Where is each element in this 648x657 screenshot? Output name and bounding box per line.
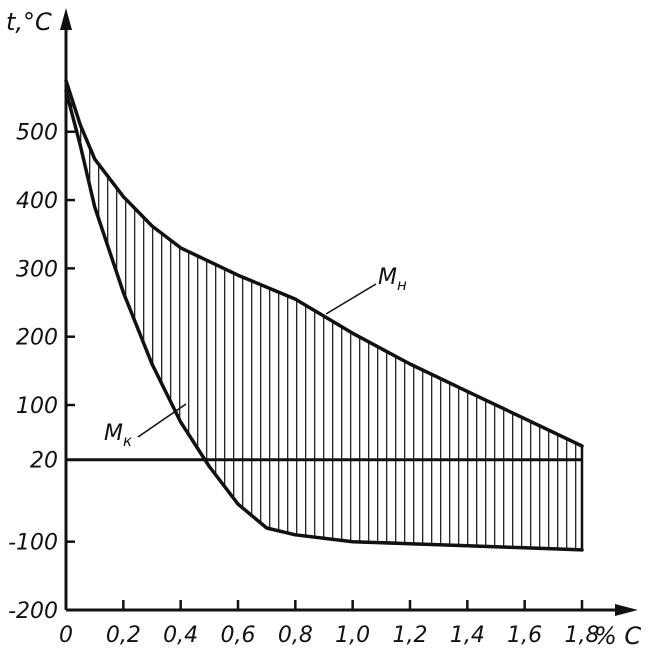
x-axis-title: % C — [594, 622, 641, 650]
mn-label: Mн — [378, 265, 407, 294]
mn-leader-line — [325, 283, 377, 315]
y-tick-label: 100 — [16, 394, 58, 419]
y-tick-label: 20 — [30, 449, 58, 474]
y-tick-label: 300 — [16, 257, 58, 282]
mk-label-sub: к — [123, 432, 132, 450]
y-tick-label: -100 — [8, 531, 58, 556]
x-tick-label: 1,4 — [450, 623, 485, 648]
mk-leader-line — [137, 403, 187, 438]
x-tick-label: 0,6 — [221, 623, 256, 648]
x-tick-label: 0 — [59, 623, 73, 648]
x-tick-label: 0,2 — [106, 623, 141, 648]
mn-label-sub: н — [397, 276, 407, 294]
mn-curve — [64, 78, 584, 448]
mk-label: Mк — [104, 421, 132, 450]
curve-labels: Mн Mк — [104, 265, 407, 450]
x-tick-label: 1,6 — [507, 623, 542, 648]
x-tick-label: 1,2 — [393, 623, 428, 648]
y-axis-arrow — [60, 8, 72, 30]
series-curves — [64, 78, 584, 552]
axes — [60, 8, 638, 616]
x-tick-label: 0,8 — [278, 623, 313, 648]
mk-label-main: M — [104, 421, 123, 446]
x-tick-label: 0,4 — [163, 623, 198, 648]
hatch-lines — [71, 98, 584, 550]
x-tick-label: 1,8 — [565, 623, 600, 648]
y-tick-label: -200 — [8, 599, 58, 624]
y-tick-label: 400 — [16, 189, 58, 214]
y-tick-label: 200 — [16, 326, 58, 351]
mn-label-main: M — [378, 265, 397, 290]
x-axis-arrow — [615, 604, 638, 616]
mk-curve — [64, 88, 584, 552]
y-axis-title: t,°C — [6, 8, 52, 36]
y-tick-label: 500 — [16, 121, 58, 146]
x-axis-ticks: 0 0,2 0,4 0,6 0,8 1,0 1,2 1,4 1,6 1,8 — [59, 600, 600, 648]
x-tick-label: 1,0 — [335, 623, 370, 648]
y-axis-ticks: 500 400 300 200 100 20 -100 -200 — [8, 121, 75, 624]
